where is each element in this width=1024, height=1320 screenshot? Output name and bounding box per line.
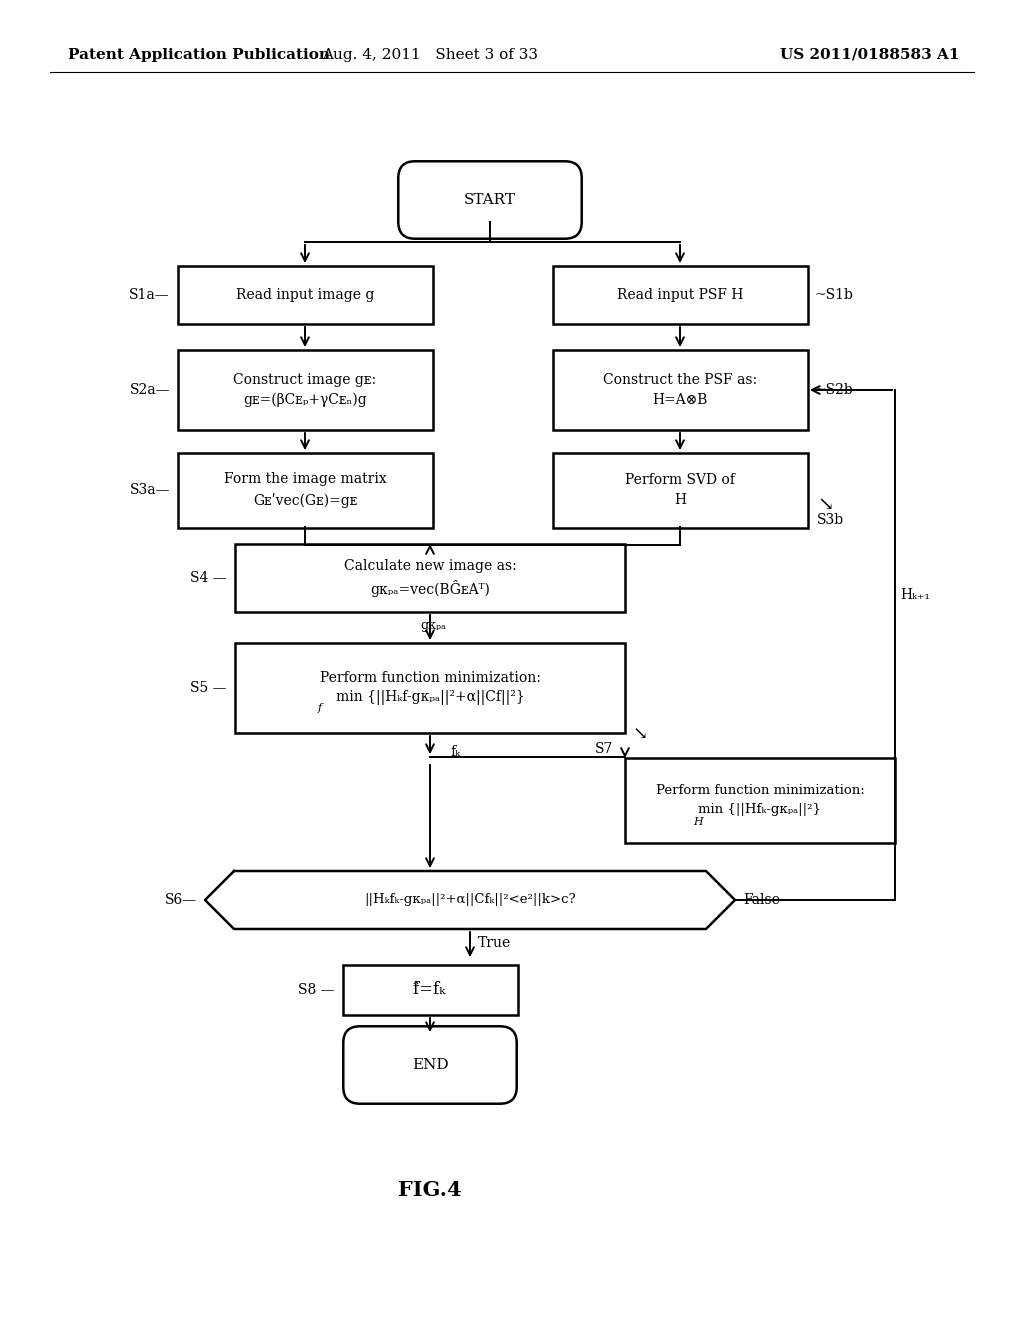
Text: ||Hₖfₖ-gᴋₚₐ||²+α||Cfₖ||²<e²||k>c?: ||Hₖfₖ-gᴋₚₐ||²+α||Cfₖ||²<e²||k>c? (365, 894, 575, 907)
Bar (177, 453, 432, 528)
Text: ↘: ↘ (633, 726, 648, 744)
Text: START: START (464, 193, 516, 207)
Text: Read input PSF H: Read input PSF H (616, 288, 743, 302)
Text: ↘: ↘ (817, 496, 834, 513)
Text: Hₖ₊₁: Hₖ₊₁ (900, 587, 930, 602)
Text: Perform SVD of
H: Perform SVD of H (625, 474, 735, 507)
Text: S5 —: S5 — (190, 681, 227, 696)
Bar (234, 544, 625, 612)
Text: False: False (743, 894, 780, 907)
Text: S3a—: S3a— (129, 483, 170, 498)
Text: Perform function minimization:
min {||Hₖf-gᴋₚₐ||²+α||Cf||²}: Perform function minimization: min {||Hₖ… (319, 671, 541, 705)
Text: ~S2b: ~S2b (815, 383, 854, 397)
Text: Read input image g: Read input image g (236, 288, 374, 302)
Text: S6—: S6— (165, 894, 197, 907)
Polygon shape (205, 871, 735, 929)
Bar (553, 453, 808, 528)
Text: Form the image matrix
Gᴇʹvec(Gᴇ)=gᴇ: Form the image matrix Gᴇʹvec(Gᴇ)=gᴇ (223, 473, 386, 507)
Bar (177, 350, 432, 430)
Text: True: True (478, 936, 511, 950)
Bar (234, 643, 625, 733)
Text: S8 —: S8 — (299, 983, 335, 997)
Text: S1a—: S1a— (129, 288, 170, 302)
Text: END: END (412, 1059, 449, 1072)
Bar (177, 267, 432, 323)
FancyBboxPatch shape (398, 161, 582, 239)
Bar (553, 350, 808, 430)
Text: f̂=fₖ: f̂=fₖ (414, 982, 446, 998)
Text: Construct image gᴇ:
gᴇ=(βCᴇₚ+γCᴇₙ)g: Construct image gᴇ: gᴇ=(βCᴇₚ+γCᴇₙ)g (233, 374, 377, 407)
Text: Perform function minimization:
min {||Hfₖ-gᴋₚₐ||²}: Perform function minimization: min {||Hf… (655, 784, 864, 816)
Bar (553, 267, 808, 323)
Text: FIG.4: FIG.4 (398, 1180, 462, 1200)
Text: S2a—: S2a— (129, 383, 170, 397)
Text: S3b: S3b (817, 513, 844, 527)
Text: fₖ: fₖ (450, 744, 460, 759)
Text: Calculate new image as:
gᴋₚₐ=vec(BĜᴇAᵀ): Calculate new image as: gᴋₚₐ=vec(BĜᴇAᵀ) (344, 558, 516, 597)
Bar (342, 965, 517, 1015)
Text: Construct the PSF as:
H=A⊗B: Construct the PSF as: H=A⊗B (603, 374, 757, 407)
Text: S4 —: S4 — (190, 572, 227, 585)
Text: ~S1b: ~S1b (815, 288, 854, 302)
Text: US 2011/0188583 A1: US 2011/0188583 A1 (780, 48, 961, 62)
Text: H: H (693, 817, 702, 828)
Text: gᴋₚₐ: gᴋₚₐ (420, 619, 445, 631)
Bar (625, 758, 895, 842)
FancyBboxPatch shape (343, 1026, 517, 1104)
Text: S7: S7 (595, 742, 613, 756)
Text: f: f (317, 704, 323, 713)
Text: Patent Application Publication: Patent Application Publication (68, 48, 330, 62)
Text: Aug. 4, 2011   Sheet 3 of 33: Aug. 4, 2011 Sheet 3 of 33 (322, 48, 538, 62)
